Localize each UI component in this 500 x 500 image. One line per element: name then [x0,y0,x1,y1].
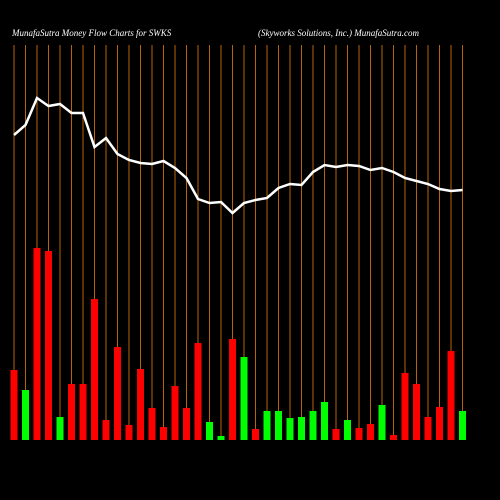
bar [424,417,432,440]
bar [390,435,397,440]
bar [286,418,294,440]
bar [298,417,305,440]
bar [56,417,64,440]
bar [68,384,75,440]
bar [263,411,271,440]
bar [355,428,363,440]
bar [79,384,87,440]
bar [229,339,236,440]
bar [206,422,213,440]
bar [436,407,443,440]
price-line [13,96,463,215]
bar [344,420,351,440]
bar [401,373,409,440]
bar [217,436,225,440]
bar [240,357,248,440]
bar [33,248,41,440]
chart-title: MunafaSutra Money Flow Charts for SWKS [11,28,172,38]
bar [114,347,121,440]
bar [321,402,328,440]
bar [459,411,466,440]
bar [252,429,259,440]
bar [137,369,144,440]
bar [413,384,420,440]
bar [171,386,179,440]
bar [447,351,455,440]
bar [125,425,133,440]
bar [194,343,202,440]
bar [183,408,190,440]
bar [160,427,167,440]
bar [22,390,29,440]
bar [367,424,374,440]
bar [102,420,110,440]
bar [309,411,317,440]
bar [378,405,386,440]
bar [45,251,52,440]
bar [10,370,18,440]
chart-subtitle: (Skyworks Solutions, Inc.) MunafaSutra.c… [258,28,419,38]
bar [275,411,282,440]
bar [91,299,98,440]
bar [148,408,156,440]
bar [332,429,340,440]
